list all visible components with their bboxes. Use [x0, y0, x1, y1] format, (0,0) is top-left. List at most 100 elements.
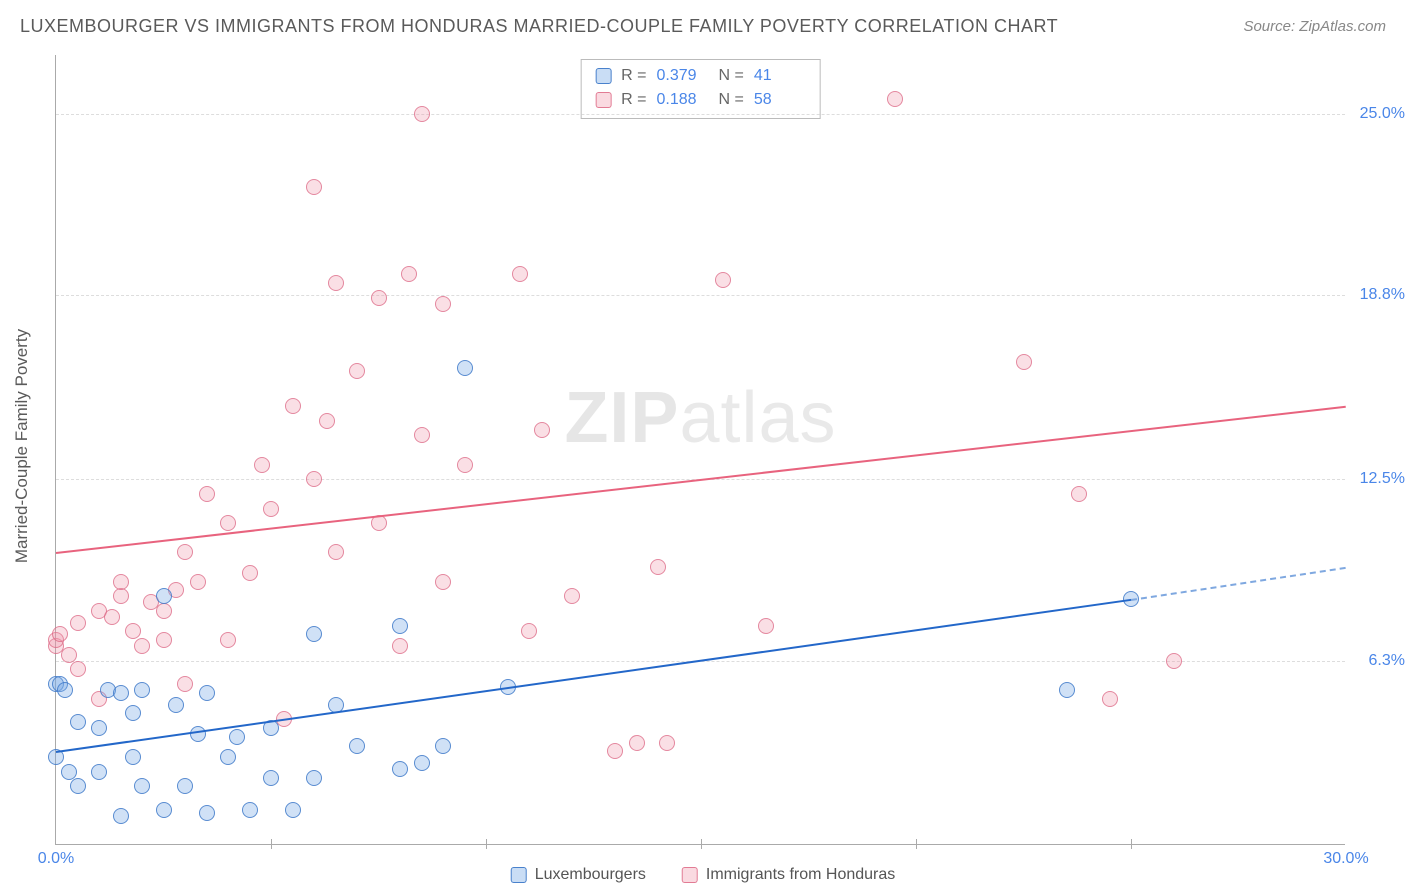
scatter-point [306, 471, 322, 487]
y-tick-label: 25.0% [1360, 105, 1405, 123]
scatter-point [521, 623, 537, 639]
scatter-point [134, 682, 150, 698]
scatter-point [220, 632, 236, 648]
scatter-point [435, 738, 451, 754]
swatch-series1-icon [595, 68, 611, 84]
watermark: ZIPatlas [564, 377, 836, 459]
scatter-point [457, 360, 473, 376]
scatter-plot-area: ZIPatlas R = 0.379 N = 41 R = 0.188 N = … [55, 55, 1345, 845]
x-tick-minor [1131, 839, 1132, 849]
scatter-point [70, 615, 86, 631]
scatter-point [414, 755, 430, 771]
trendline [1131, 567, 1346, 601]
chart-title: LUXEMBOURGER VS IMMIGRANTS FROM HONDURAS… [20, 16, 1058, 37]
gridline [56, 295, 1345, 296]
legend-item-series1: Luxembourgers [511, 866, 646, 884]
scatter-point [125, 749, 141, 765]
scatter-point [91, 720, 107, 736]
scatter-point [199, 486, 215, 502]
correlation-row-series1: R = 0.379 N = 41 [595, 64, 806, 88]
scatter-point [392, 638, 408, 654]
scatter-point [392, 761, 408, 777]
source-attribution: Source: ZipAtlas.com [1243, 18, 1386, 35]
scatter-point [156, 588, 172, 604]
scatter-point [285, 398, 301, 414]
scatter-point [349, 738, 365, 754]
scatter-point [52, 626, 68, 642]
scatter-point [113, 808, 129, 824]
scatter-point [229, 729, 245, 745]
scatter-point [61, 647, 77, 663]
scatter-point [285, 802, 301, 818]
correlation-legend-box: R = 0.379 N = 41 R = 0.188 N = 58 [580, 59, 821, 119]
scatter-point [190, 574, 206, 590]
trendline [56, 406, 1346, 554]
scatter-point [104, 609, 120, 625]
scatter-point [134, 778, 150, 794]
scatter-point [1016, 354, 1032, 370]
gridline [56, 114, 1345, 115]
swatch-series1-icon [511, 867, 527, 883]
scatter-point [177, 778, 193, 794]
scatter-point [70, 661, 86, 677]
legend-bottom: Luxembourgers Immigrants from Honduras [503, 866, 904, 884]
scatter-point [435, 574, 451, 590]
y-tick-label: 12.5% [1360, 470, 1405, 488]
scatter-point [70, 778, 86, 794]
scatter-point [715, 272, 731, 288]
scatter-point [61, 764, 77, 780]
scatter-point [113, 685, 129, 701]
scatter-point [887, 91, 903, 107]
scatter-point [70, 714, 86, 730]
scatter-point [392, 618, 408, 634]
scatter-point [401, 266, 417, 282]
y-tick-label: 6.3% [1369, 652, 1405, 670]
scatter-point [1102, 691, 1118, 707]
scatter-point [564, 588, 580, 604]
trendline [56, 599, 1131, 753]
scatter-point [177, 676, 193, 692]
scatter-point [1059, 682, 1075, 698]
x-tick-label: 0.0% [38, 850, 74, 868]
scatter-point [156, 802, 172, 818]
swatch-series2-icon [682, 867, 698, 883]
scatter-point [371, 290, 387, 306]
scatter-point [414, 427, 430, 443]
scatter-point [199, 685, 215, 701]
x-tick-label: 30.0% [1323, 850, 1368, 868]
scatter-point [659, 735, 675, 751]
scatter-point [91, 764, 107, 780]
scatter-point [57, 682, 73, 698]
y-axis-title: Married-Couple Family Poverty [12, 329, 32, 563]
scatter-point [414, 106, 430, 122]
scatter-point [242, 565, 258, 581]
scatter-point [125, 705, 141, 721]
scatter-point [306, 770, 322, 786]
scatter-point [328, 544, 344, 560]
scatter-point [1166, 653, 1182, 669]
scatter-point [156, 632, 172, 648]
scatter-point [177, 544, 193, 560]
scatter-point [168, 697, 184, 713]
x-tick-minor [916, 839, 917, 849]
scatter-point [242, 802, 258, 818]
scatter-point [607, 743, 623, 759]
scatter-point [1071, 486, 1087, 502]
correlation-row-series2: R = 0.188 N = 58 [595, 88, 806, 112]
scatter-point [263, 770, 279, 786]
scatter-point [534, 422, 550, 438]
scatter-point [306, 626, 322, 642]
scatter-point [113, 574, 129, 590]
scatter-point [328, 275, 344, 291]
scatter-point [512, 266, 528, 282]
scatter-point [113, 588, 129, 604]
scatter-point [190, 726, 206, 742]
scatter-point [156, 603, 172, 619]
scatter-point [629, 735, 645, 751]
swatch-series2-icon [595, 92, 611, 108]
scatter-point [254, 457, 270, 473]
x-tick-minor [486, 839, 487, 849]
legend-item-series2: Immigrants from Honduras [682, 866, 895, 884]
scatter-point [263, 501, 279, 517]
scatter-point [758, 618, 774, 634]
